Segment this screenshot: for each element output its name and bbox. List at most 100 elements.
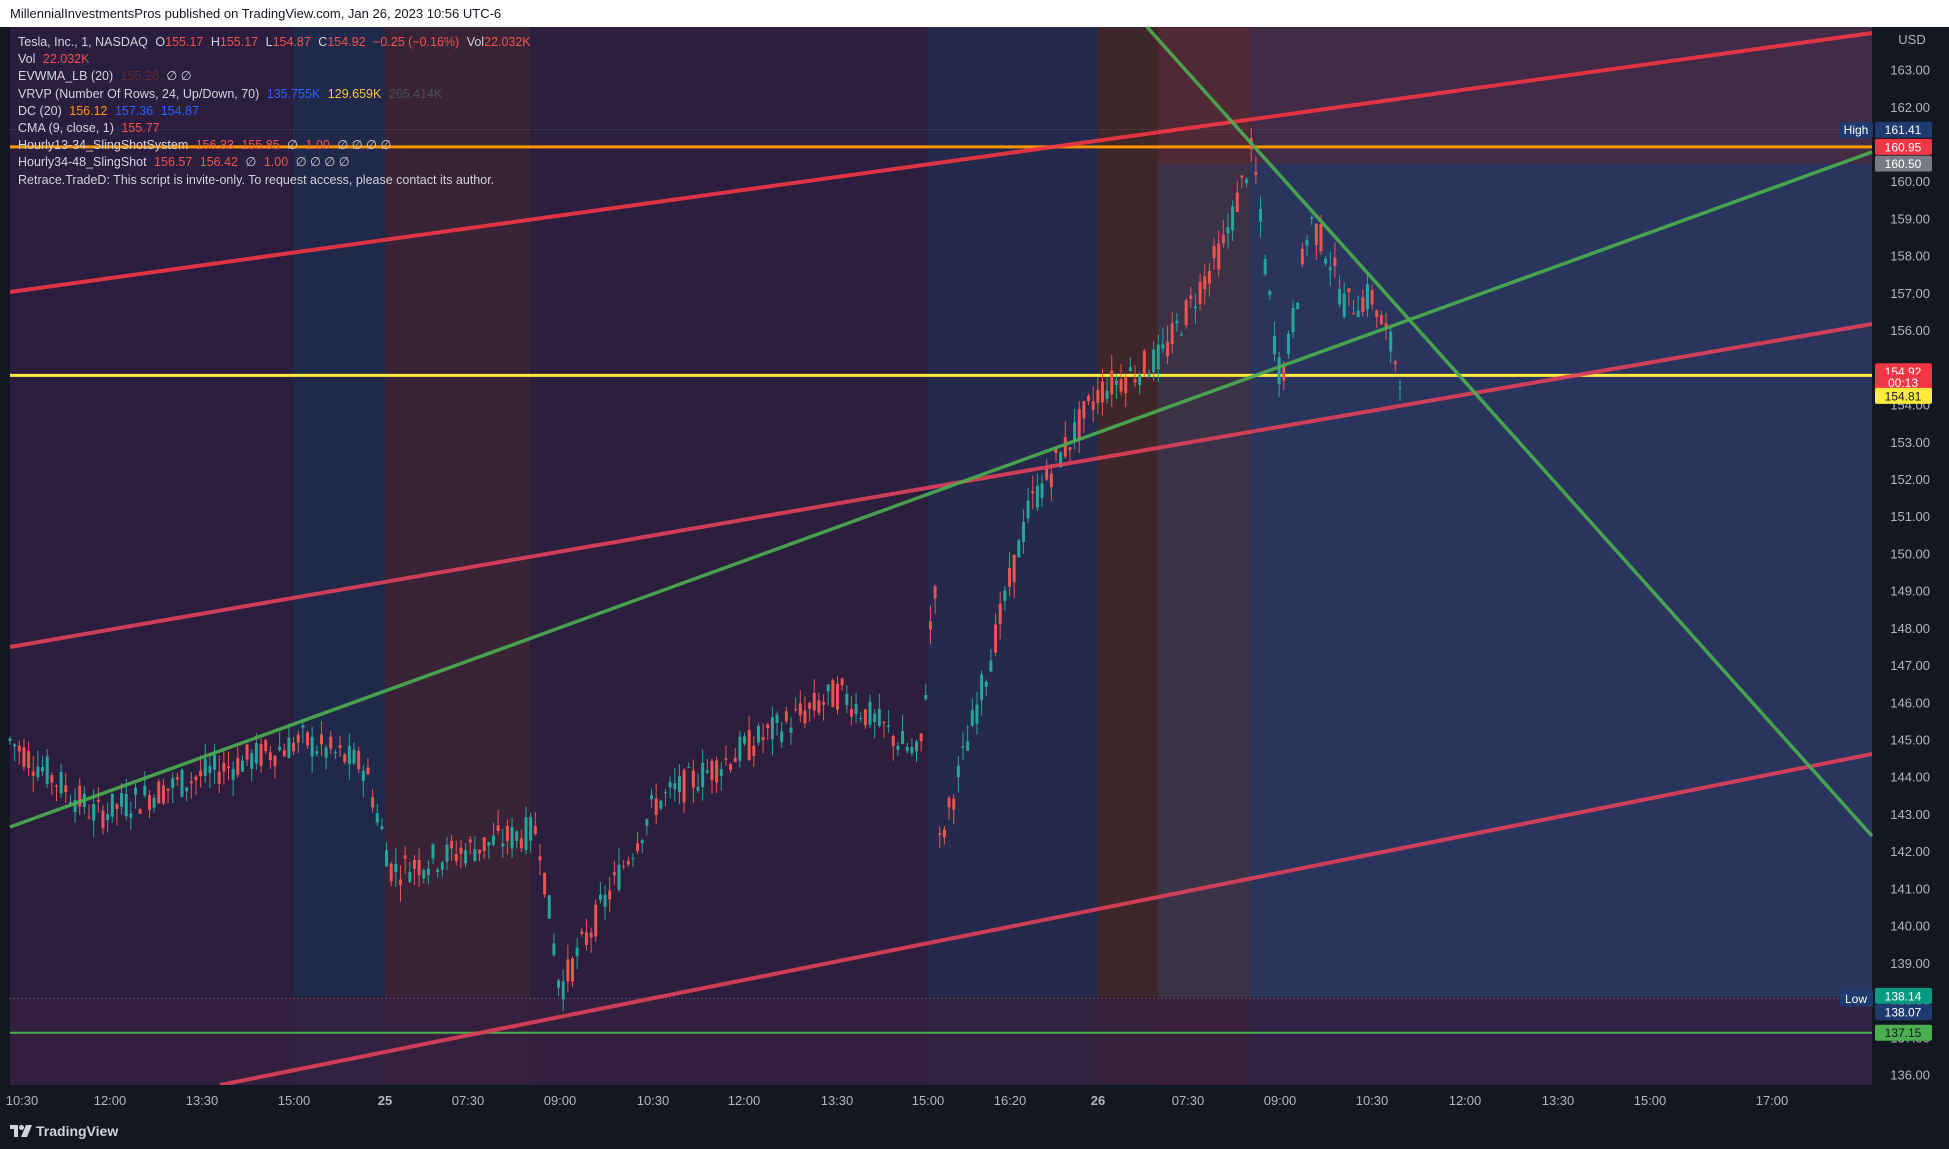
candle-body	[222, 762, 226, 772]
legend-cma-row[interactable]: CMA (9, close, 1) 155.77	[18, 120, 531, 137]
legend-volume-row[interactable]: Vol 22.032K	[18, 51, 531, 68]
extreme-tag-text: High	[1844, 123, 1869, 137]
candle-body	[1207, 270, 1211, 284]
indicator-legend: Tesla, Inc., 1, NASDAQ O155.17 H155.17 L…	[18, 34, 531, 189]
candle-body	[645, 819, 649, 826]
candle-body	[208, 766, 212, 773]
candle-body	[1077, 409, 1081, 439]
candle-body	[980, 674, 984, 701]
candle-body	[1124, 377, 1128, 394]
candle-body	[1379, 315, 1383, 325]
candle-body	[1259, 208, 1263, 222]
candle-body	[687, 766, 691, 768]
candle-body	[1245, 179, 1249, 183]
candle-body	[199, 770, 203, 777]
x-tick-label: 13:30	[186, 1093, 219, 1108]
candle-body	[1091, 401, 1095, 410]
legend-retrace-row[interactable]: Retrace.TradeD: This script is invite-on…	[18, 172, 531, 189]
candle-body	[905, 747, 909, 752]
candle-body	[673, 783, 677, 790]
y-tick-label: 163.00	[1890, 63, 1930, 78]
price-axis-tag	[1875, 387, 1932, 404]
legend-sling1-row[interactable]: Hourly13-34_SlingShotSystem 156.33 155.8…	[18, 137, 531, 154]
candle-body	[566, 959, 570, 982]
candle-body	[868, 701, 872, 725]
candle-body	[729, 764, 733, 770]
candle-body	[31, 771, 35, 776]
candle-body	[273, 755, 277, 767]
legend-o-label: O	[155, 35, 166, 49]
fib-zone	[1158, 163, 1872, 998]
legend-evwma-value: 155.26	[120, 69, 159, 84]
brand-name: TradingView	[36, 1123, 119, 1139]
candle-body	[1031, 491, 1035, 494]
session-band	[293, 27, 385, 1085]
candle-body	[882, 721, 886, 724]
price-axis-tag-text: 160.50	[1885, 157, 1922, 171]
support-zone	[10, 997, 1872, 1085]
candle-body	[1059, 452, 1063, 468]
candle-body	[1193, 306, 1197, 309]
candle-body	[519, 838, 523, 849]
candle-body	[338, 745, 342, 748]
candle-body	[157, 781, 161, 804]
candle-body	[984, 681, 988, 687]
candle-body	[482, 837, 486, 851]
candle-body	[622, 866, 626, 868]
legend-symbol-row[interactable]: Tesla, Inc., 1, NASDAQ O155.17 H155.17 L…	[18, 34, 531, 51]
legend-sling1-v2: 155.85	[241, 138, 280, 153]
candle-body	[371, 797, 375, 808]
candle-body	[1166, 341, 1170, 357]
tradingview-logo[interactable]: TradingView	[10, 1123, 118, 1139]
candle-body	[1342, 293, 1346, 317]
candle-body	[557, 980, 561, 988]
candle-body	[603, 894, 607, 907]
candle-body	[450, 840, 454, 849]
y-tick-label: 147.00	[1890, 658, 1930, 673]
candle-body	[1082, 401, 1086, 419]
legend-vol-row-label: Vol	[18, 52, 36, 67]
candle-body	[278, 746, 282, 751]
candle-body	[292, 742, 296, 752]
candle-body	[1040, 483, 1044, 499]
candle-body	[705, 770, 709, 773]
legend-evwma-row[interactable]: EVWMA_LB (20) 155.26 ∅ ∅	[18, 68, 531, 85]
candle-body	[1073, 422, 1077, 441]
candle-body	[901, 730, 905, 745]
legend-sling2-v2: 156.42	[199, 155, 238, 170]
candle-body	[733, 757, 737, 763]
candle-body	[59, 771, 63, 794]
price-axis-tag	[1875, 155, 1932, 172]
candle-body	[910, 747, 914, 754]
candle-body	[1063, 437, 1067, 457]
legend-open: 155.17	[165, 35, 204, 49]
candle-body	[659, 800, 663, 809]
x-tick-label: 09:00	[1264, 1093, 1297, 1108]
candle-body	[529, 816, 533, 841]
price-axis-tag	[1875, 987, 1932, 1004]
candle-body	[250, 753, 254, 769]
candle-body	[761, 736, 765, 741]
candle-body	[998, 603, 1002, 625]
candle-body	[319, 734, 323, 745]
candle-body	[1110, 370, 1114, 395]
legend-close: 154.92	[327, 35, 366, 49]
candle-body	[306, 732, 310, 746]
candle-body	[956, 765, 960, 778]
candle-body	[877, 709, 881, 726]
candle-body	[171, 778, 175, 788]
candle-body	[663, 792, 667, 794]
legend-dc-row[interactable]: DC (20) 156.12 157.36 154.87	[18, 103, 531, 120]
candle-body	[789, 727, 793, 733]
red-channel-middle	[9, 322, 1873, 649]
candle-body	[1170, 323, 1174, 345]
legend-vrvp-row[interactable]: VRVP (Number Of Rows, 24, Up/Down, 70) 1…	[18, 86, 531, 103]
candle-body	[887, 725, 891, 727]
candle-body	[854, 704, 858, 715]
legend-sling2-row[interactable]: Hourly34-48_SlingShot 156.57 156.42 ∅ 1.…	[18, 154, 531, 171]
candle-body	[175, 777, 179, 780]
candle-body	[13, 744, 17, 747]
x-tick-label: 10:30	[1356, 1093, 1389, 1108]
candle-body	[226, 766, 230, 769]
